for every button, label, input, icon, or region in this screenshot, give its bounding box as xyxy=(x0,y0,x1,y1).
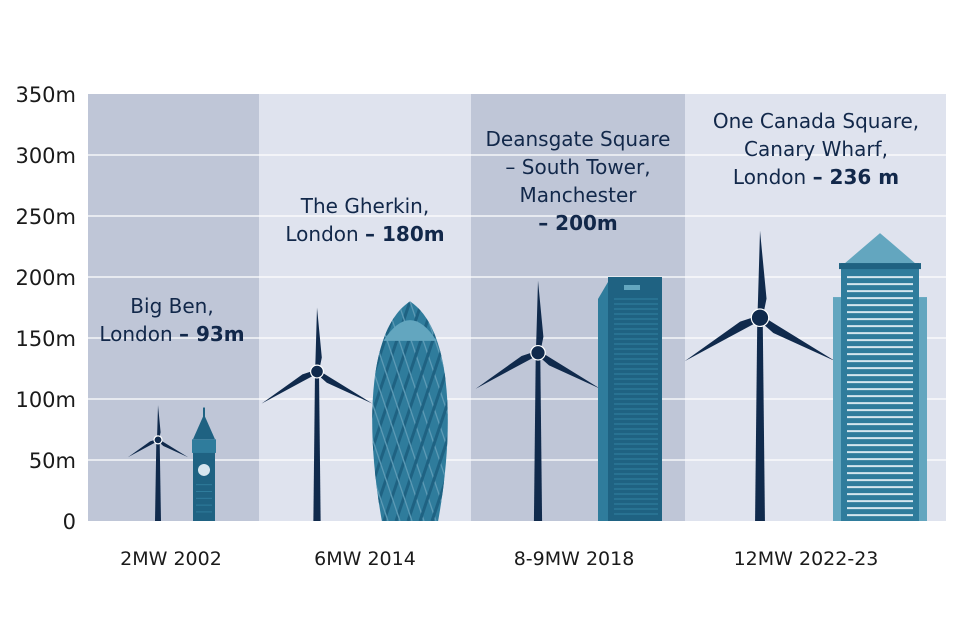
turbine-blade-1 xyxy=(535,280,544,353)
annotation-text: Big Ben, xyxy=(130,294,213,318)
annotation-line: One Canada Square, xyxy=(713,109,919,133)
turbine-blade-3 xyxy=(684,315,762,362)
annotation-line: London – 93m xyxy=(99,322,244,346)
turbine-hub xyxy=(153,435,163,445)
y-tick-label: 300m xyxy=(15,144,76,168)
finial xyxy=(203,407,205,417)
gherkin-dome xyxy=(383,320,437,341)
tower-side xyxy=(598,282,608,521)
y-tick-label: 100m xyxy=(15,388,76,412)
tower-body xyxy=(841,263,919,521)
spire xyxy=(193,414,215,440)
gridlines xyxy=(88,154,946,461)
turbine-2mw-2002 xyxy=(127,405,189,521)
y-tick-label: 350m xyxy=(15,83,76,107)
y-axis: 0 50m 100m 150m 200m 250m 300m 350m xyxy=(15,83,76,534)
turbine-blade-2 xyxy=(758,315,836,362)
annotation-6mw-2014: The Gherkin, London – 180m xyxy=(285,194,444,246)
annotation-line: Big Ben, xyxy=(130,294,213,318)
turbine-tower xyxy=(533,352,543,521)
turbine-8-9mw-2018 xyxy=(475,280,601,521)
annotation-line: The Gherkin, xyxy=(300,194,429,218)
turbine-blade-1 xyxy=(156,405,161,440)
annotation-line: Canary Wharf, xyxy=(744,137,888,161)
building-big-ben xyxy=(192,407,216,521)
pyramid-roof xyxy=(845,233,915,264)
clock-face xyxy=(198,463,210,476)
annotation-text: London xyxy=(733,165,813,189)
turbine-tower xyxy=(313,371,321,521)
annotation-line: – 200m xyxy=(538,211,618,235)
annotation-12mw-2022-23: One Canada Square, Canary Wharf, London – … xyxy=(713,109,919,189)
turbine-hub xyxy=(750,308,770,328)
annotation-2mw-2002: Big Ben, London – 93m xyxy=(99,294,244,346)
annotation-text: Deansgate Square xyxy=(486,127,671,151)
turbine-12mw-2022-23 xyxy=(684,230,836,521)
lattice-line xyxy=(394,301,448,521)
roof-detail xyxy=(624,285,640,290)
y-tick-label: 250m xyxy=(15,205,76,229)
turbine-6mw-2014 xyxy=(261,307,373,521)
annotation-line: Manchester xyxy=(520,183,638,207)
annotation-line: Deansgate Square xyxy=(486,127,671,151)
y-tick-label: 50m xyxy=(29,449,76,473)
annotation-line: London – 180m xyxy=(285,222,444,246)
clock-section xyxy=(192,439,216,453)
annotation-value: – 180m xyxy=(365,222,445,246)
annotations: Big Ben, London – 93m The Gherkin, London –… xyxy=(99,109,919,346)
lattice-line xyxy=(372,301,413,521)
building-canada-square xyxy=(833,233,927,521)
lattice-line xyxy=(418,301,448,521)
turbine-blade-1 xyxy=(315,307,322,372)
turbine-blade-1 xyxy=(757,230,767,318)
lattice-line xyxy=(372,301,401,521)
tower-shaft xyxy=(193,450,215,521)
y-tick-label: 0 xyxy=(63,510,76,534)
annotation-8-9mw-2018: Deansgate Square – South Tower, Manchester… xyxy=(486,127,671,235)
turbine-blade-3 xyxy=(475,350,540,389)
annotation-text: – South Tower, xyxy=(505,155,650,179)
turbine-hub xyxy=(309,364,325,379)
turbine-blade-3 xyxy=(127,438,159,458)
x-axis: 2MW 2002 6MW 2014 8-9MW 2018 12MW 2022-23 xyxy=(120,548,878,570)
category-label-12mw-2022-23: 12MW 2022-23 xyxy=(734,548,879,570)
lattice-line xyxy=(372,301,425,521)
category-label-2mw-2002: 2MW 2002 xyxy=(120,548,222,570)
annotation-line: – South Tower, xyxy=(505,155,650,179)
building-deansgate xyxy=(598,277,662,521)
annotation-text: One Canada Square, xyxy=(713,109,919,133)
category-label-8-9mw-2018: 8-9MW 2018 xyxy=(514,548,635,570)
category-label-6mw-2014: 6MW 2014 xyxy=(314,548,416,570)
annotation-text: Manchester xyxy=(520,183,638,207)
turbine-tower xyxy=(155,439,161,521)
turbine-hub xyxy=(530,344,546,361)
annotation-text: Canary Wharf, xyxy=(744,137,888,161)
lattice-line xyxy=(406,301,448,521)
turbine-blade-2 xyxy=(157,438,189,458)
turbine-blade-3 xyxy=(261,369,318,404)
y-tick-label: 200m xyxy=(15,266,76,290)
roof-band xyxy=(839,263,921,270)
annotation-text: The Gherkin, xyxy=(300,194,429,218)
chart-marks xyxy=(127,230,927,521)
turbine-blade-2 xyxy=(316,369,373,404)
turbine-blade-2 xyxy=(536,350,601,389)
annotation-value: – 200m xyxy=(538,211,618,235)
annotation-value: – 93m xyxy=(179,322,245,346)
annotation-text: London xyxy=(99,322,179,346)
annotation-text: London xyxy=(285,222,365,246)
annotation-line: London – 236 m xyxy=(733,165,899,189)
annotation-value: – 236 m xyxy=(813,165,900,189)
turbine-tower xyxy=(755,317,765,521)
y-tick-label: 150m xyxy=(15,327,76,351)
